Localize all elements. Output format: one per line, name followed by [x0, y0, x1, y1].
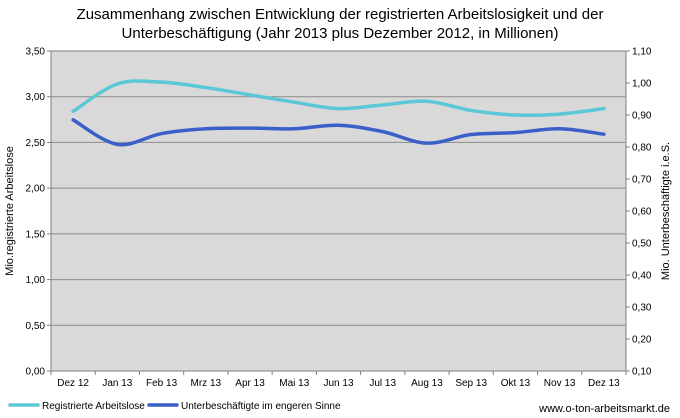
series-line-1: [71, 118, 606, 147]
right-tick-label: 0,30: [632, 303, 652, 314]
x-axis-ticks: Dez 12 Jan 13 Feb 13 Mrz 13 Apr 13 Mai 13 Jun …: [50, 371, 627, 389]
left-tick-label: 0,50: [26, 321, 46, 332]
left-tick-label: 1,00: [26, 275, 46, 286]
plot-area: [50, 50, 627, 372]
left-axis-label: Mio.registrierte Arbeitslose: [4, 146, 16, 276]
x-tick-label: Jan 13: [102, 378, 132, 389]
source-credit: www.o-ton-arbeitsmarkt.de: [538, 403, 670, 415]
x-tick-label: Jun 13: [323, 378, 353, 389]
x-tick-label: Aug 13: [411, 378, 443, 389]
x-tick-label: Okt 13: [501, 378, 531, 389]
right-axis-label: Mio. Unterbeschäftigte i.e.S.: [660, 142, 672, 280]
left-tick-label: 3,50: [26, 47, 46, 58]
x-tick-label: Dez 13: [588, 378, 620, 389]
right-tick-label: 0,40: [632, 271, 652, 282]
x-tick-label: Dez 12: [57, 378, 89, 389]
left-tick-label: 2,00: [26, 184, 46, 195]
right-axis-ticks: 0,10 0,20 0,30 0,40 0,50 0,60 0,70 0,80 0,90 1,00…: [626, 47, 652, 378]
series-layer: [71, 79, 606, 147]
left-tick-label: 3,00: [26, 92, 46, 103]
left-tick-label: 1,50: [26, 229, 46, 240]
x-tick-label: Mrz 13: [191, 378, 222, 389]
left-tick-label: 0,00: [26, 367, 46, 378]
legend-label-registrierte-arbeitslose: Registrierte Arbeitslose: [42, 401, 145, 412]
series-line-0: [71, 79, 606, 118]
right-tick-label: 0,10: [632, 367, 652, 378]
right-tick-label: 0,70: [632, 175, 652, 186]
x-tick-label: Mai 13: [279, 378, 309, 389]
x-tick-label: Feb 13: [146, 378, 178, 389]
right-tick-label: 0,20: [632, 335, 652, 346]
x-tick-label: Jul 13: [369, 378, 396, 389]
chart-title-line-1: Zusammenhang zwischen Entwicklung der re…: [77, 6, 604, 23]
right-tick-label: 1,10: [632, 47, 652, 58]
x-tick-label: Sep 13: [455, 378, 487, 389]
right-tick-label: 0,50: [632, 239, 652, 250]
right-tick-label: 0,90: [632, 111, 652, 122]
right-tick-label: 0,80: [632, 143, 652, 154]
legend: Registrierte Arbeitslose Unterbeschäftig…: [8, 401, 341, 412]
grid-lines: [51, 96, 626, 326]
chart-title-line-2: Unterbeschäftigung (Jahr 2013 plus Dezem…: [122, 25, 559, 42]
left-axis-ticks: 0,00 0,50 1,00 1,50 2,00 2,50 3,00 3,50: [26, 47, 51, 378]
legend-label-unterbeschaeftigte: Unterbeschäftigte im engeren Sinne: [181, 401, 341, 412]
x-tick-label: Nov 13: [544, 378, 576, 389]
right-tick-label: 1,00: [632, 79, 652, 90]
right-tick-label: 0,60: [632, 207, 652, 218]
x-tick-label: Apr 13: [235, 378, 265, 389]
left-tick-label: 2,50: [26, 138, 46, 149]
